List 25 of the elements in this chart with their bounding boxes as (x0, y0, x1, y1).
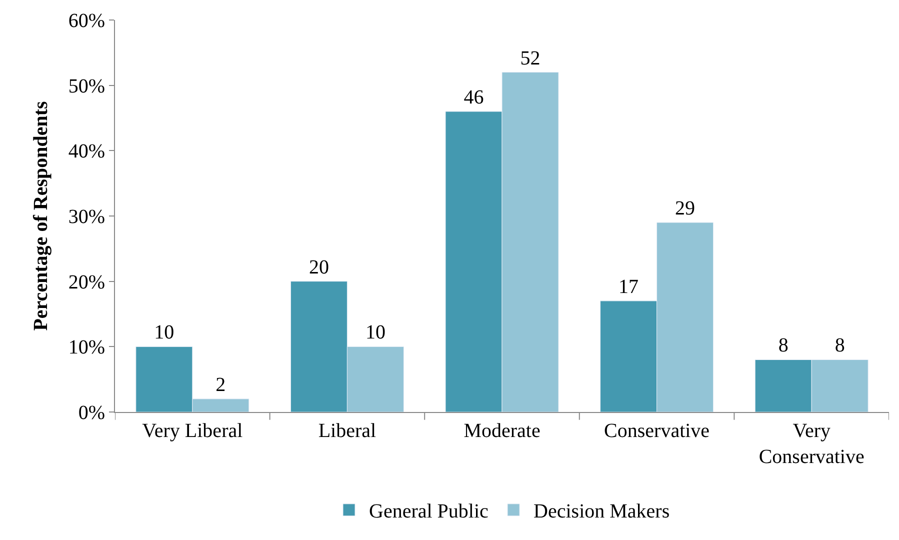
data-label: 29 (675, 198, 696, 220)
y-tick-label: 30% (68, 206, 105, 228)
x-tick-label: Moderate (464, 420, 540, 442)
y-tick-label: 0% (78, 402, 105, 424)
data-label: 8 (834, 334, 845, 357)
y-tick-label: 40% (68, 140, 105, 163)
y-tick-label: 50% (68, 75, 105, 98)
x-tick-label: Very Liberal (142, 420, 244, 442)
y-tick-label: 10% (68, 336, 105, 359)
data-label: 46 (464, 86, 484, 108)
y-tick-label: 60% (68, 10, 105, 32)
x-tick-label: Very Conservative (758, 420, 864, 468)
data-label: 17 (618, 276, 639, 298)
data-label: 2 (216, 374, 226, 396)
data-label: 10 (365, 322, 386, 344)
data-label: 8 (778, 334, 788, 357)
data-label: 20 (308, 256, 329, 278)
y-axis-title: Percentage of Respondents (30, 100, 52, 331)
y-tick-label: 20% (68, 271, 105, 294)
legend-label: Decision Makers (534, 500, 670, 523)
legend-label: General Public (369, 500, 489, 523)
data-label: 52 (520, 47, 540, 70)
data-label: 10 (154, 322, 174, 344)
x-tick-label: Liberal (318, 420, 377, 442)
x-tick-label: Conservative (604, 420, 710, 442)
